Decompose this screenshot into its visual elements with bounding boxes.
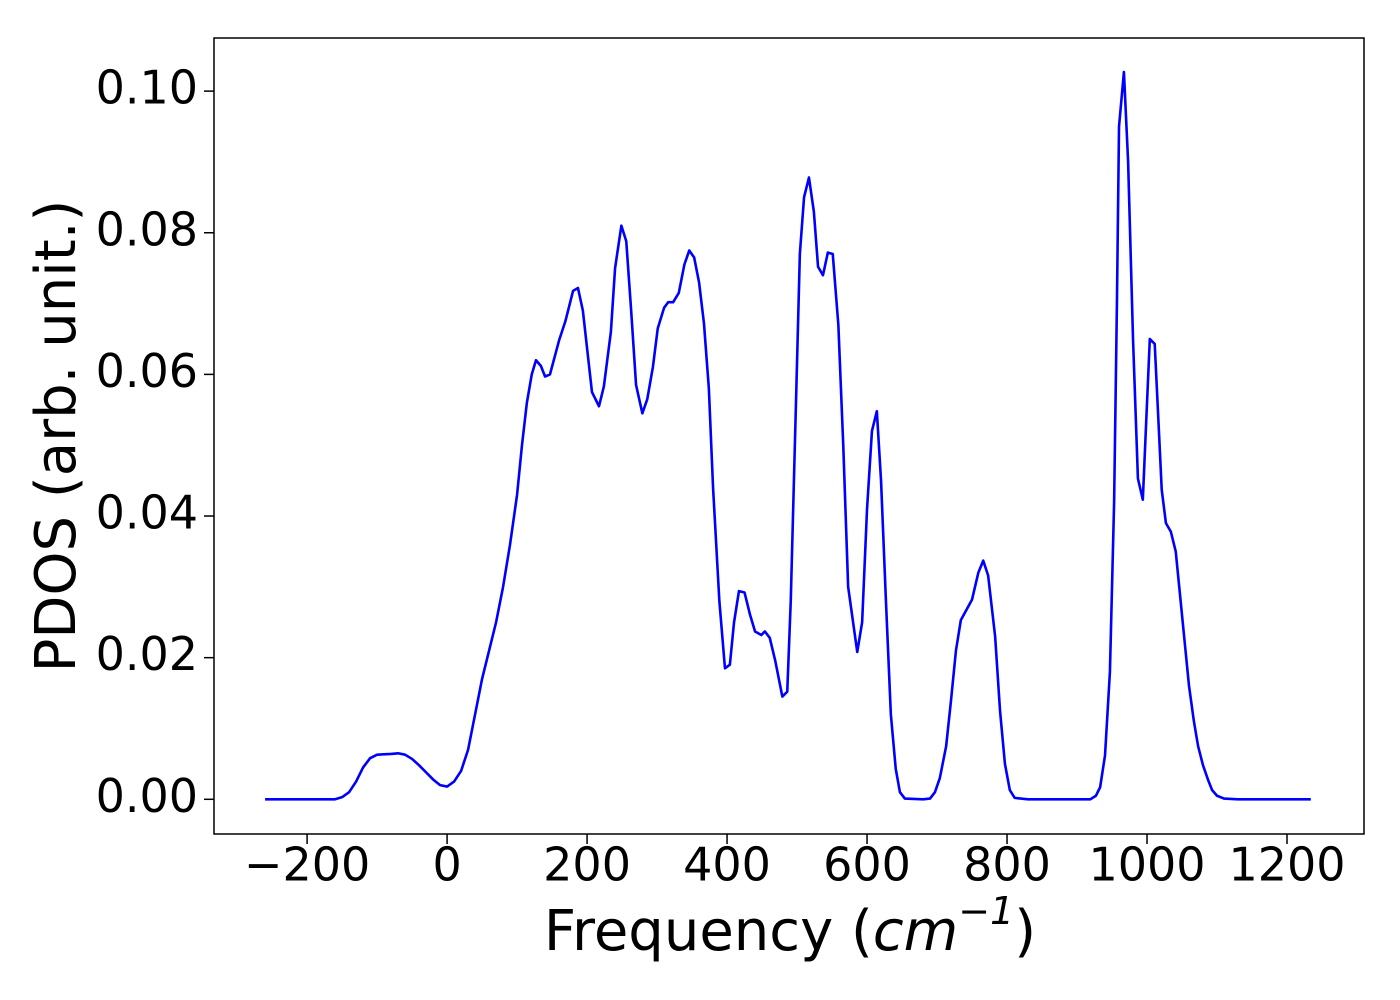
- y-tick-label: 0.10: [96, 61, 198, 115]
- x-tick-label: 1000: [1088, 838, 1205, 892]
- x-tick-label: 0: [432, 838, 461, 892]
- y-tick-label: 0.04: [96, 486, 198, 540]
- x-tick-label: 800: [963, 838, 1051, 892]
- x-tick-label: 600: [823, 838, 911, 892]
- y-tick-label: 0.02: [96, 627, 198, 681]
- x-tick-label: −200: [244, 838, 370, 892]
- y-axis-label: PDOS (arb. unit.): [24, 200, 89, 673]
- x-label-part: ): [1014, 899, 1036, 964]
- x-label-part: Frequency (: [544, 899, 873, 964]
- x-axis-label: Frequency (cm−1): [544, 889, 1036, 965]
- plot-frame: [213, 37, 1365, 835]
- y-tick-label: 0.00: [96, 769, 198, 823]
- y-tick-label: 0.08: [96, 202, 198, 256]
- x-tick-label: 400: [683, 838, 771, 892]
- x-label-part: cm: [873, 899, 958, 964]
- x-tick-label: 200: [543, 838, 631, 892]
- x-tick-label: 1200: [1228, 838, 1345, 892]
- y-tick-label: 0.06: [96, 344, 198, 398]
- pdos-line: [265, 70, 1311, 801]
- x-label-part: −1: [958, 889, 1014, 933]
